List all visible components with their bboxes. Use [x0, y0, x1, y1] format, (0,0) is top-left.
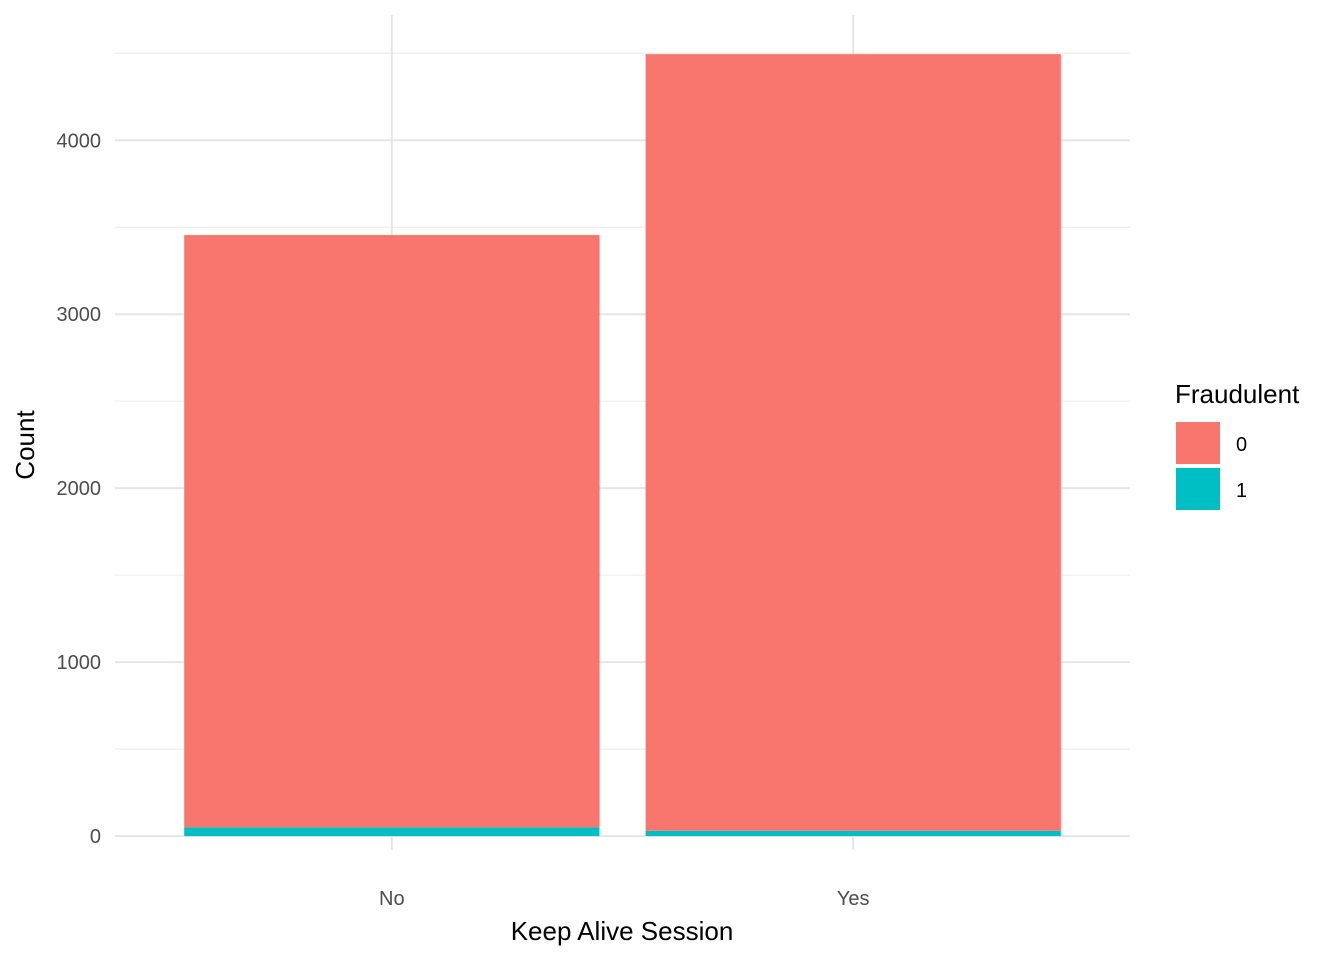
legend-label-0: 0 [1236, 434, 1247, 456]
x-axis-ticks: No Yes [379, 888, 869, 910]
x-axis-title: Keep Alive Session [511, 916, 734, 946]
y-axis-ticks: 0 1000 2000 3000 4000 [57, 130, 102, 848]
bars [184, 54, 1061, 837]
y-tick-label: 4000 [57, 130, 102, 152]
bar-no-fraudulent-0 [184, 235, 600, 828]
y-axis-title: Count [10, 410, 40, 480]
legend-title: Fraudulent [1175, 379, 1300, 409]
legend-key-0 [1176, 422, 1220, 464]
bar-no-fraudulent-1 [184, 827, 600, 837]
legend-label-1: 1 [1236, 480, 1247, 502]
x-tick-label: No [379, 888, 405, 910]
y-tick-label: 2000 [57, 478, 102, 500]
legend-key-1 [1176, 468, 1220, 510]
bar-yes-fraudulent-0 [645, 54, 1061, 831]
legend: Fraudulent 0 1 [1175, 379, 1300, 510]
bar-yes-fraudulent-1 [645, 830, 1061, 837]
y-tick-label: 3000 [57, 304, 102, 326]
y-tick-label: 1000 [57, 652, 102, 674]
x-tick-label: Yes [837, 888, 870, 910]
y-tick-label: 0 [90, 826, 101, 848]
